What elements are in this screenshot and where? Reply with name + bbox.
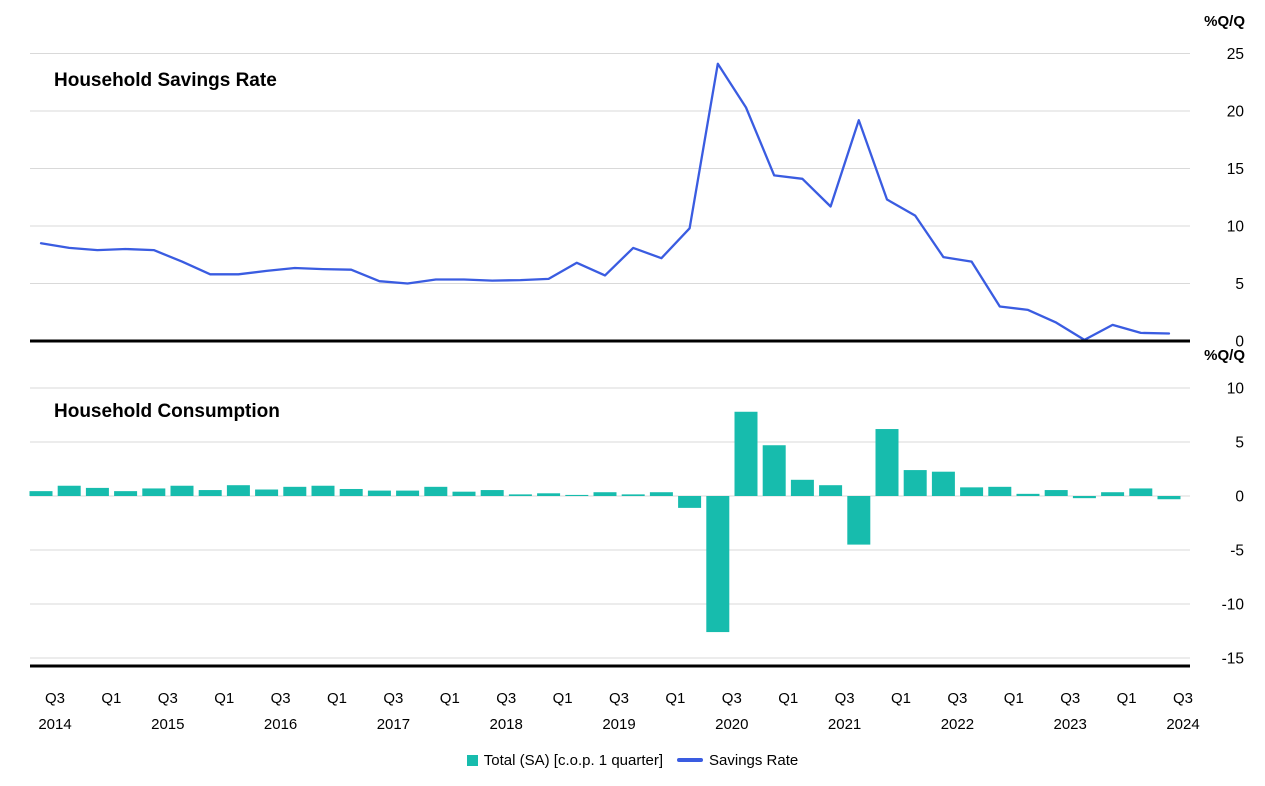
consumption-bar-2022Q2: [903, 470, 927, 496]
consumption-bar-2014Q3: [29, 491, 53, 496]
consumption-bar-2021Q1: [762, 445, 786, 496]
consumption-bar-2020Q4: [734, 411, 758, 496]
consumption-bar-2024Q2: [1129, 488, 1153, 496]
consumption-bar-2020Q1: [649, 492, 673, 496]
x-tick-year-2017: 2017: [377, 716, 410, 733]
x-tick-quarter-20: Q3: [1173, 690, 1193, 707]
consumption-bar-2021Q4: [847, 496, 871, 545]
x-tick-quarter-13: Q1: [778, 690, 798, 707]
y-tick-label-top-20: 20: [1227, 104, 1245, 121]
x-tick-quarter-2: Q3: [158, 690, 178, 707]
x-tick-year-2014: 2014: [38, 716, 71, 733]
savings-panel-title: Household Savings Rate: [54, 70, 277, 91]
consumption-bar-2023Q1: [988, 486, 1012, 496]
x-tick-quarter-8: Q3: [496, 690, 516, 707]
consumption-bar-2016Q2: [226, 485, 250, 496]
x-tick-quarter-6: Q3: [383, 690, 403, 707]
x-tick-quarter-5: Q1: [327, 690, 347, 707]
consumption-bar-2018Q3: [480, 490, 504, 496]
consumption-bar-2015Q4: [170, 485, 194, 496]
x-tick-year-2021: 2021: [828, 716, 861, 733]
x-tick-quarter-11: Q1: [665, 690, 685, 707]
consumption-bar-2018Q1: [424, 486, 448, 496]
consumption-bar-2023Q2: [1016, 493, 1040, 496]
consumption-bar-swatch-icon: [466, 754, 478, 766]
consumption-bar-2024Q1: [1101, 492, 1125, 496]
consumption-bar-2019Q2: [565, 494, 589, 496]
consumption-bar-2023Q4: [1072, 496, 1096, 499]
consumption-bar-2017Q2: [339, 488, 363, 496]
consumption-bar-2020Q2: [678, 496, 702, 508]
consumption-bar-2017Q4: [396, 490, 420, 496]
y-tick-label-top-0: 0: [1235, 334, 1244, 351]
y-tick-label-bottom-5: 5: [1235, 435, 1244, 452]
consumption-bar-2022Q4: [960, 487, 984, 496]
consumption-bar-2016Q1: [198, 490, 222, 496]
x-tick-quarter-7: Q1: [440, 690, 460, 707]
consumption-bar-2019Q4: [621, 494, 645, 496]
consumption-bar-2015Q2: [114, 491, 138, 496]
x-tick-quarter-0: Q3: [45, 690, 65, 707]
x-tick-quarter-10: Q3: [609, 690, 629, 707]
x-tick-quarter-1: Q1: [101, 690, 121, 707]
x-tick-year-2020: 2020: [715, 716, 748, 733]
consumption-panel-title: Household Consumption: [54, 401, 280, 422]
y-tick-label-bottom-10: 10: [1227, 381, 1245, 398]
consumption-bar-2020Q3: [706, 496, 730, 633]
consumption-bar-2022Q1: [875, 429, 899, 496]
legend-label-consumption: Total (SA) [c.o.p. 1 quarter]: [483, 751, 664, 769]
consumption-bar-2022Q3: [931, 471, 955, 496]
x-tick-quarter-16: Q3: [947, 690, 967, 707]
y-tick-label-bottom--5: -5: [1230, 543, 1244, 560]
y-tick-label-top-25: 25: [1227, 46, 1244, 63]
y-tick-label-bottom--10: -10: [1222, 597, 1245, 614]
x-tick-quarter-12: Q3: [722, 690, 742, 707]
y-tick-label-top-15: 15: [1227, 161, 1244, 178]
y-tick-label-bottom--15: -15: [1222, 651, 1244, 668]
legend-item-savings: Savings Rate: [677, 752, 798, 769]
x-tick-year-2023: 2023: [1054, 716, 1087, 733]
consumption-bar-2014Q4: [57, 485, 81, 496]
consumption-bar-2016Q4: [283, 486, 307, 496]
legend-item-consumption: Total (SA) [c.o.p. 1 quarter]: [466, 751, 664, 769]
y-tick-label-bottom-0: 0: [1235, 489, 1244, 506]
x-tick-quarter-18: Q3: [1060, 690, 1080, 707]
consumption-bar-2019Q3: [593, 492, 617, 496]
consumption-bar-2017Q1: [311, 485, 335, 496]
x-tick-year-2015: 2015: [151, 716, 184, 733]
x-tick-year-2019: 2019: [602, 716, 635, 733]
y-tick-label-top-10: 10: [1227, 219, 1245, 236]
x-tick-year-2022: 2022: [941, 716, 974, 733]
legend: Total (SA) [c.o.p. 1 quarter] Savings Ra…: [0, 747, 1265, 773]
x-tick-quarter-9: Q1: [553, 690, 573, 707]
consumption-bar-2018Q2: [452, 491, 476, 496]
consumption-bar-2018Q4: [508, 494, 532, 496]
consumption-bar-2015Q3: [142, 488, 166, 496]
x-tick-quarter-4: Q3: [271, 690, 291, 707]
x-tick-year-2024: 2024: [1166, 716, 1199, 733]
consumption-bar-2023Q3: [1044, 490, 1068, 496]
consumption-bar-2021Q2: [790, 479, 814, 496]
savings-rate-line: [39, 62, 1171, 342]
x-tick-quarter-17: Q1: [1004, 690, 1024, 707]
consumption-bar-2015Q1: [85, 487, 109, 496]
x-tick-quarter-19: Q1: [1117, 690, 1137, 707]
y-tick-label-top-5: 5: [1235, 276, 1244, 293]
x-tick-quarter-14: Q3: [835, 690, 855, 707]
consumption-bar-2019Q1: [537, 493, 561, 496]
consumption-bar-2016Q3: [255, 489, 279, 496]
bottom-axis-unit-label: %Q/Q: [1204, 347, 1245, 364]
consumption-bar-2021Q3: [819, 485, 843, 496]
consumption-bar-2017Q3: [367, 490, 391, 496]
consumption-bar-2024Q3: [1157, 496, 1181, 500]
savings-line-swatch-icon: [677, 758, 704, 762]
x-tick-year-2018: 2018: [490, 716, 523, 733]
x-tick-quarter-3: Q1: [214, 690, 234, 707]
top-axis-unit-label: %Q/Q: [1204, 13, 1245, 30]
x-tick-quarter-15: Q1: [891, 690, 911, 707]
x-tick-year-2016: 2016: [264, 716, 297, 733]
legend-label-savings: Savings Rate: [709, 751, 799, 769]
